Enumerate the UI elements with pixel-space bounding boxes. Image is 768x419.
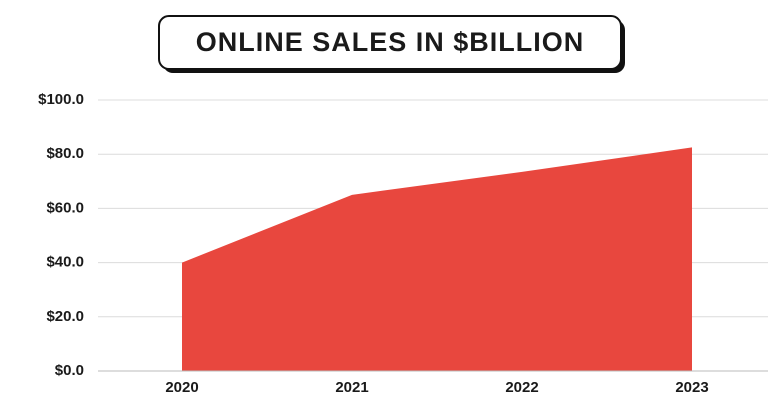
y-tick-label: $20.0 <box>46 308 84 325</box>
x-tick-label: 2020 <box>165 379 198 396</box>
x-tick-label: 2023 <box>675 379 708 396</box>
chart-title: ONLINE SALES IN $BILLION <box>196 27 585 57</box>
y-tick-label: $100.0 <box>38 91 84 108</box>
title-box <box>158 15 622 70</box>
y-tick-label: $40.0 <box>46 254 84 271</box>
x-tick-label: 2022 <box>505 379 538 396</box>
y-tick-label: $60.0 <box>46 199 84 216</box>
x-tick-label: 2021 <box>335 379 368 396</box>
y-tick-label: $80.0 <box>46 145 84 162</box>
area <box>182 147 692 371</box>
y-tick-label: $0.0 <box>55 362 84 379</box>
